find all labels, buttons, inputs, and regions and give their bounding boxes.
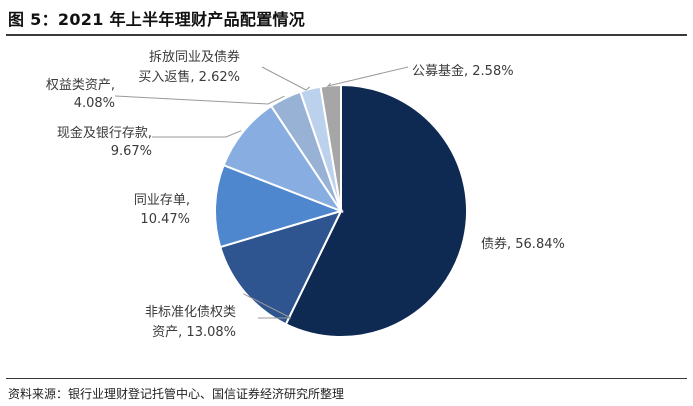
leader-line: [152, 130, 242, 138]
slice-label: 权益类资产, 4.08%: [46, 77, 115, 111]
slice-label-line: 拆放同业及债券: [149, 49, 240, 65]
slice-label-line: 债券, 56.84%: [481, 236, 565, 252]
slice-label-line: 资产, 13.08%: [152, 325, 236, 340]
pie-slice: [214, 163, 345, 249]
slice-label-line: 权益类资产,: [46, 77, 115, 93]
slice-label-line: 4.08%: [74, 96, 115, 111]
slice-label-line: 买入返售, 2.62%: [138, 69, 240, 85]
pie-slices: [214, 83, 468, 338]
pie-slice: [222, 104, 344, 214]
slice-labels: 债券, 56.84% 非标准化债权类资产, 13.08% 同业存单, 10.47% 现金…: [46, 49, 565, 340]
leader-lines: [114, 66, 409, 319]
slice-label-line: 非标准化债权类: [145, 304, 236, 320]
slice-label-line: 10.47%: [140, 212, 190, 227]
source-note: 资料来源：银行业理财登记托管中心、国信证券经济研究所整理: [8, 387, 345, 401]
pie-slice: [219, 209, 343, 326]
pie-slice: [284, 83, 468, 338]
slice-label: 现金及银行存款, 9.67%: [57, 125, 152, 159]
slice-label: 债券, 56.84%: [481, 236, 565, 252]
slice-label-line: 9.67%: [111, 144, 152, 159]
slice-label-line: 现金及银行存款,: [57, 125, 152, 141]
title-divider: [6, 34, 687, 36]
slice-label: 同业存单, 10.47%: [134, 193, 190, 227]
footer-divider: [6, 378, 687, 379]
leader-line: [261, 66, 311, 91]
slice-label-line: 同业存单,: [134, 193, 190, 208]
slice-label: 非标准化债权类资产, 13.08%: [145, 304, 236, 340]
leader-line: [326, 66, 409, 87]
slice-label-line: 公募基金, 2.58%: [412, 63, 514, 79]
leader-line: [243, 293, 292, 319]
slice-label: 公募基金, 2.58%: [412, 63, 514, 79]
leader-line: [114, 95, 285, 105]
slice-label: 拆放同业及债券买入返售, 2.62%: [138, 49, 240, 85]
figure-title: 图 5：2021 年上半年理财产品配置情况: [8, 10, 306, 29]
